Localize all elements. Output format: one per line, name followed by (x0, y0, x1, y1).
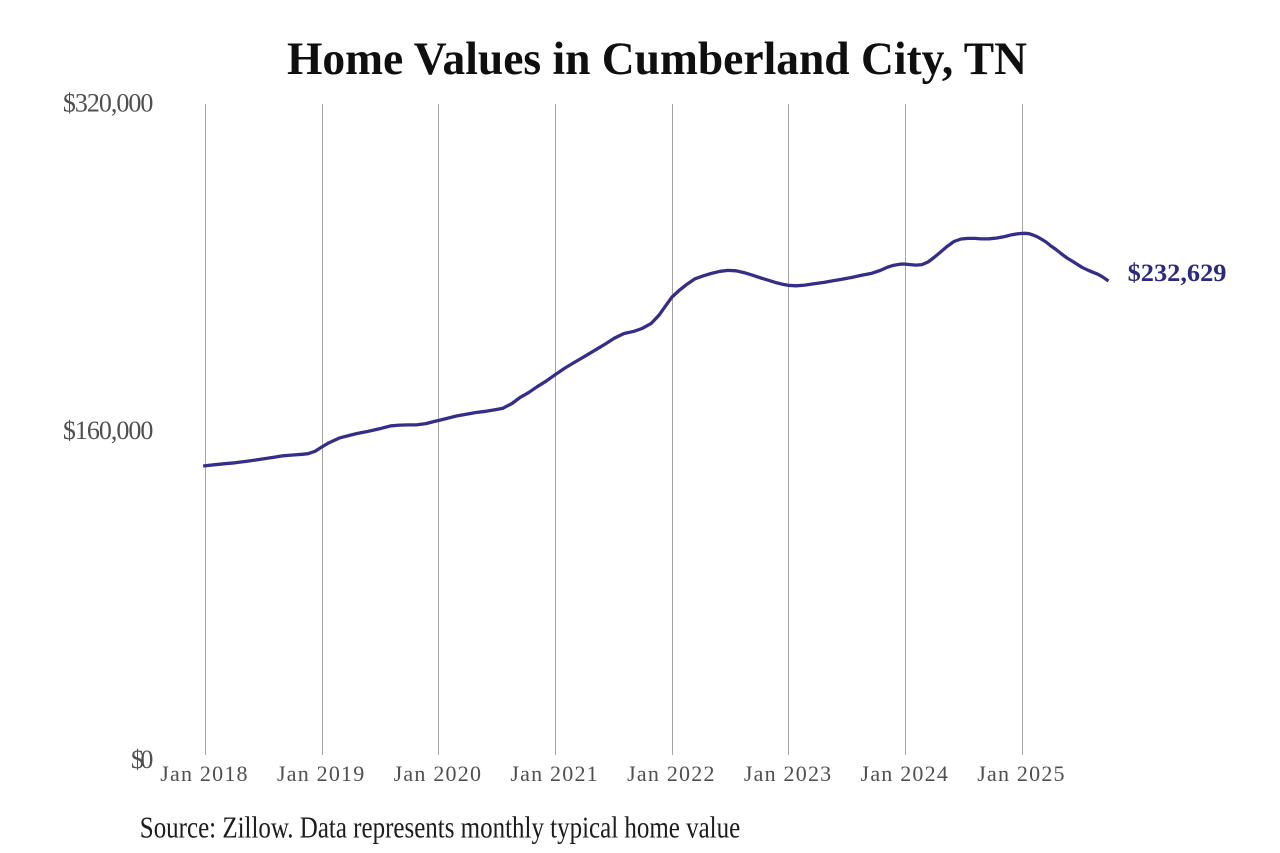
svg-text:Jan 2021: Jan 2021 (510, 761, 597, 786)
svg-text:Jan 2023: Jan 2023 (744, 761, 831, 786)
svg-text:Jan 2018: Jan 2018 (160, 761, 247, 786)
svg-text:Source: Zillow. Data represent: Source: Zillow. Data represents monthly … (140, 809, 740, 844)
svg-text:Jan 2019: Jan 2019 (277, 761, 364, 786)
svg-text:Jan 2020: Jan 2020 (394, 761, 481, 786)
svg-text:$232,629: $232,629 (1128, 260, 1227, 287)
svg-text:Jan 2024: Jan 2024 (861, 761, 948, 786)
svg-text:Jan 2025: Jan 2025 (977, 761, 1064, 786)
svg-text:Jan 2022: Jan 2022 (627, 761, 714, 786)
svg-text:$160,000: $160,000 (63, 416, 154, 445)
svg-text:$0: $0 (131, 745, 154, 774)
svg-text:Home Values in Cumberland City: Home Values in Cumberland City, TN (287, 33, 1027, 85)
svg-text:$320,000: $320,000 (63, 89, 154, 118)
